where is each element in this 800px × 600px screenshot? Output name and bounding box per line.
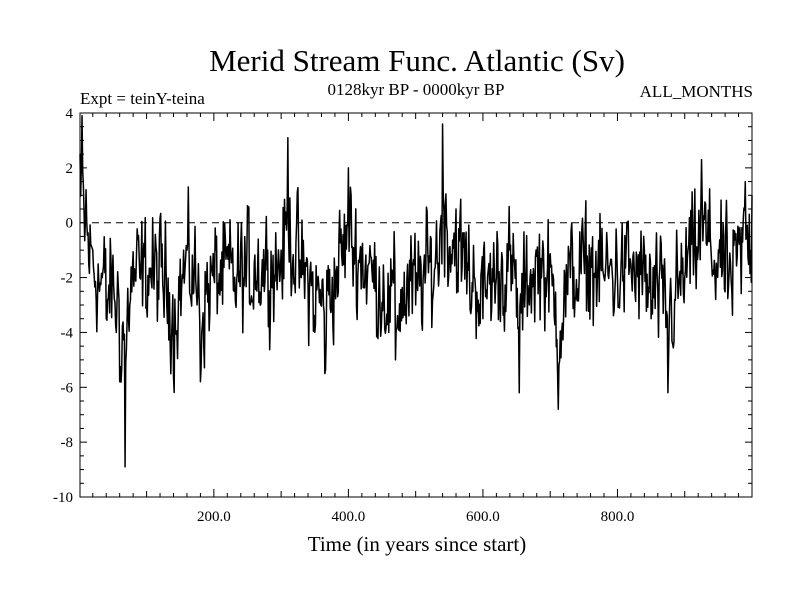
series-line: [79, 114, 753, 468]
y-tick-label: 0: [66, 216, 74, 232]
x-axis-label: Time (in years since start): [308, 532, 527, 556]
experiment-label: Expt = teinY-teina: [80, 89, 205, 108]
chart-title: Merid Stream Func. Atlantic (Sv): [209, 43, 625, 78]
x-tick-label: 200.0: [197, 509, 231, 525]
y-tick-label: -8: [61, 435, 74, 451]
x-tick-label: 600.0: [466, 509, 500, 525]
months-label: ALL_MONTHS: [640, 82, 753, 101]
x-tick-label: 800.0: [601, 509, 635, 525]
y-tick-label: 2: [66, 161, 74, 177]
time-range-label: 0128kyr BP - 0000kyr BP: [328, 80, 505, 99]
y-tick-label: -4: [61, 325, 74, 341]
y-tick-label: -6: [61, 380, 74, 396]
y-tick-label: -2: [61, 271, 74, 287]
x-tick-label: 400.0: [332, 509, 366, 525]
y-tick-label: -10: [53, 490, 73, 506]
plot-area: 4 2 0 -2 -4 -6 -8 -10 200.0 400.0 600.0 800.0: [53, 106, 753, 525]
y-tick-label: 4: [66, 106, 74, 122]
